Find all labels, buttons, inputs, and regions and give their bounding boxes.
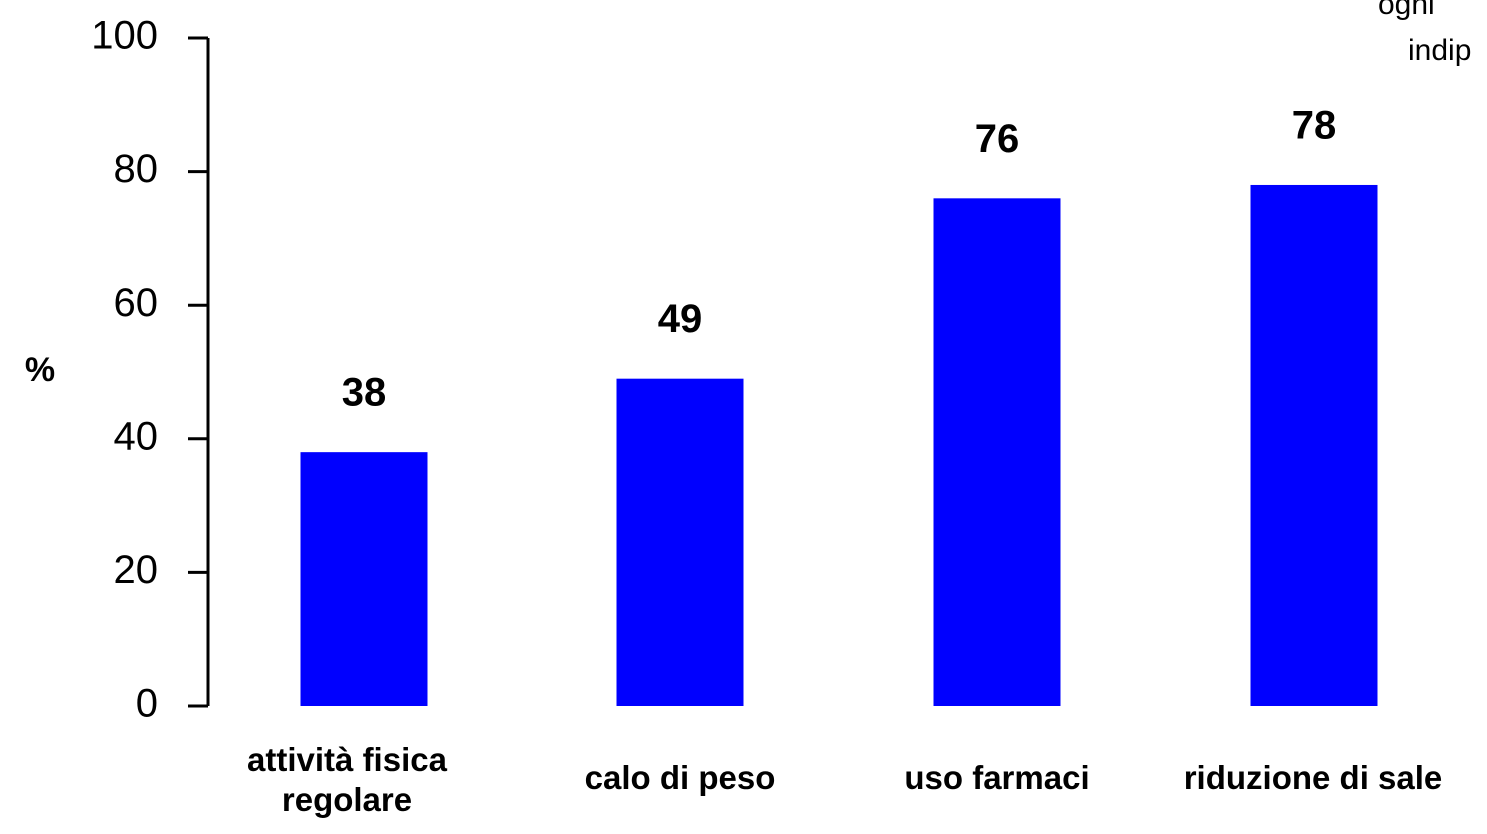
- y-tick-label: 80: [114, 147, 159, 191]
- x-tick-label: uso farmaci: [904, 759, 1090, 796]
- x-tick-label: calo di peso: [584, 759, 776, 796]
- value-label: 76: [975, 117, 1020, 161]
- y-tick-label: 60: [114, 281, 159, 325]
- y-tick-label: 20: [114, 548, 159, 592]
- x-tick-label: attività fisica regolare: [247, 741, 447, 818]
- bar: [300, 452, 428, 706]
- value-label: 38: [342, 371, 387, 415]
- bar: [616, 378, 744, 706]
- annotation: indip: [1408, 34, 1471, 67]
- x-tick-label: riduzione di sale: [1183, 759, 1443, 796]
- value-label: 78: [1292, 104, 1337, 148]
- y-tick-label: 40: [114, 414, 159, 458]
- value-label: 49: [658, 297, 703, 341]
- y-tick-label: 100: [91, 14, 158, 58]
- bar: [1250, 184, 1378, 706]
- y-axis-label: %: [25, 351, 55, 389]
- annotation: ogni: [1378, 0, 1435, 21]
- bar: [933, 198, 1061, 706]
- y-tick-label: 0: [136, 682, 158, 726]
